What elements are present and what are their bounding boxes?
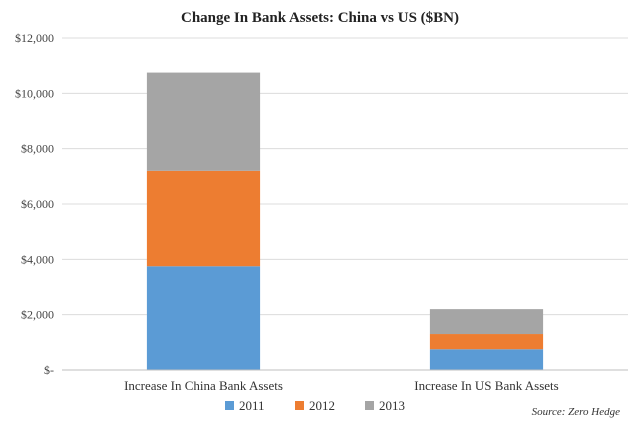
x-category-label: Increase In China Bank Assets [124,378,283,393]
y-tick-label: $2,000 [21,308,54,322]
y-tick-label: $- [44,363,54,377]
legend-swatch-2012 [295,401,304,410]
y-tick-label: $10,000 [15,86,54,100]
x-category-label: Increase In US Bank Assets [414,378,558,393]
bar-segment-2012 [146,170,261,267]
y-tick-label: $8,000 [21,142,54,156]
chart-title: Change In Bank Assets: China vs US ($BN) [181,10,459,26]
bar-segment-2013 [429,309,544,335]
y-tick-label: $4,000 [21,252,54,266]
legend: 2011 2012 2013 [225,398,405,413]
source-note: Source: Zero Hedge [532,406,620,418]
y-axis: $- $2,000 $4,000 $6,000 $8,000 $10,000 $12,000 [15,31,54,377]
bars [146,72,544,370]
bar-segment-2011 [429,349,544,370]
legend-label-2011: 2011 [239,398,265,413]
bar-segment-2013 [146,72,261,171]
legend-label-2013: 2013 [379,398,405,413]
bar-segment-2011 [146,266,261,370]
legend-label-2012: 2012 [309,398,335,413]
y-tick-label: $6,000 [21,197,54,211]
y-tick-label: $12,000 [15,31,54,45]
legend-swatch-2013 [365,401,374,410]
bar-segment-2012 [429,334,544,350]
x-axis: Increase In China Bank Assets Increase In… [62,369,628,393]
legend-swatch-2011 [225,401,234,410]
